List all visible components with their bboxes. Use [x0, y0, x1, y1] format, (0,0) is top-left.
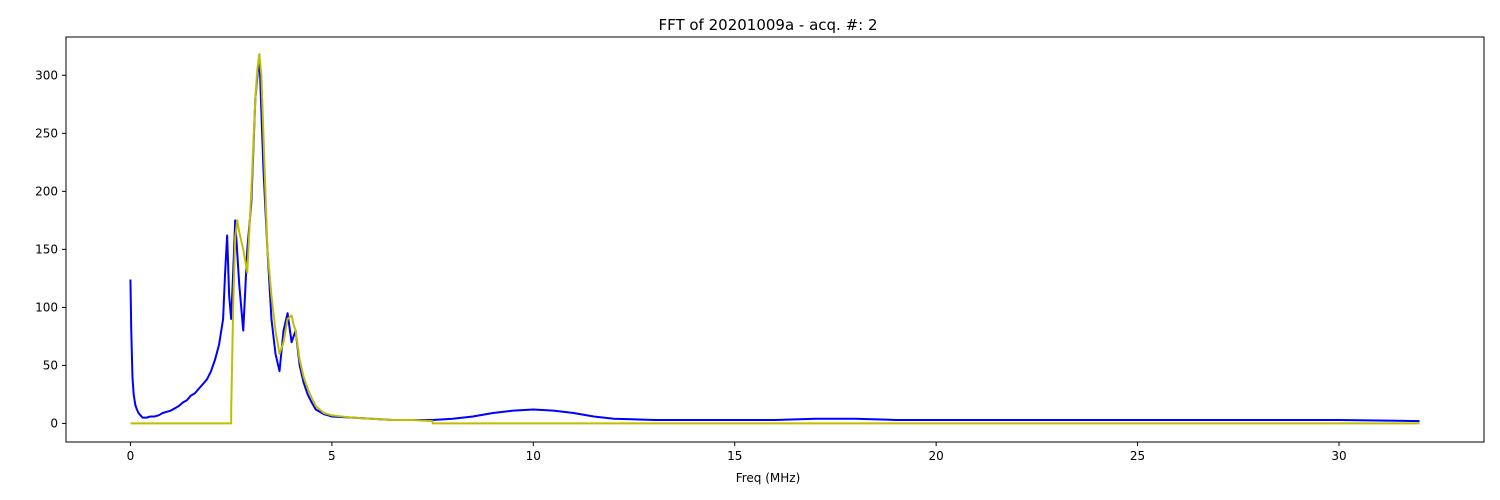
y-tick-label: 100 [35, 300, 58, 314]
x-tick-label: 15 [727, 449, 742, 463]
series-line-1 [129, 53, 1420, 423]
series-layer [129, 53, 1420, 425]
plot-frame [65, 36, 1485, 443]
y-tick-label: 200 [35, 184, 58, 198]
x-tick-label: 25 [1130, 449, 1145, 463]
x-tick-label: 30 [1331, 449, 1346, 463]
y-tick-label: 150 [35, 242, 58, 256]
y-tick-label: 50 [43, 358, 58, 372]
y-tick-label: 300 [35, 68, 58, 82]
x-tick-label: 5 [328, 449, 336, 463]
chart-title: FFT of 20201009a - acq. #: 2 [658, 16, 877, 34]
x-axis-label: Freq (MHz) [736, 471, 801, 485]
y-tick-label: 0 [50, 416, 58, 430]
x-axis-ticks: 0 5 10 15 20 25 30 [127, 442, 1347, 463]
x-tick-label: 10 [526, 449, 541, 463]
y-axis-ticks: 0 50 100 150 200 250 300 [35, 68, 66, 430]
y-tick-label: 250 [35, 126, 58, 140]
x-tick-label: 0 [127, 449, 135, 463]
series-line-2 [130, 53, 1420, 425]
x-tick-label: 20 [928, 449, 943, 463]
